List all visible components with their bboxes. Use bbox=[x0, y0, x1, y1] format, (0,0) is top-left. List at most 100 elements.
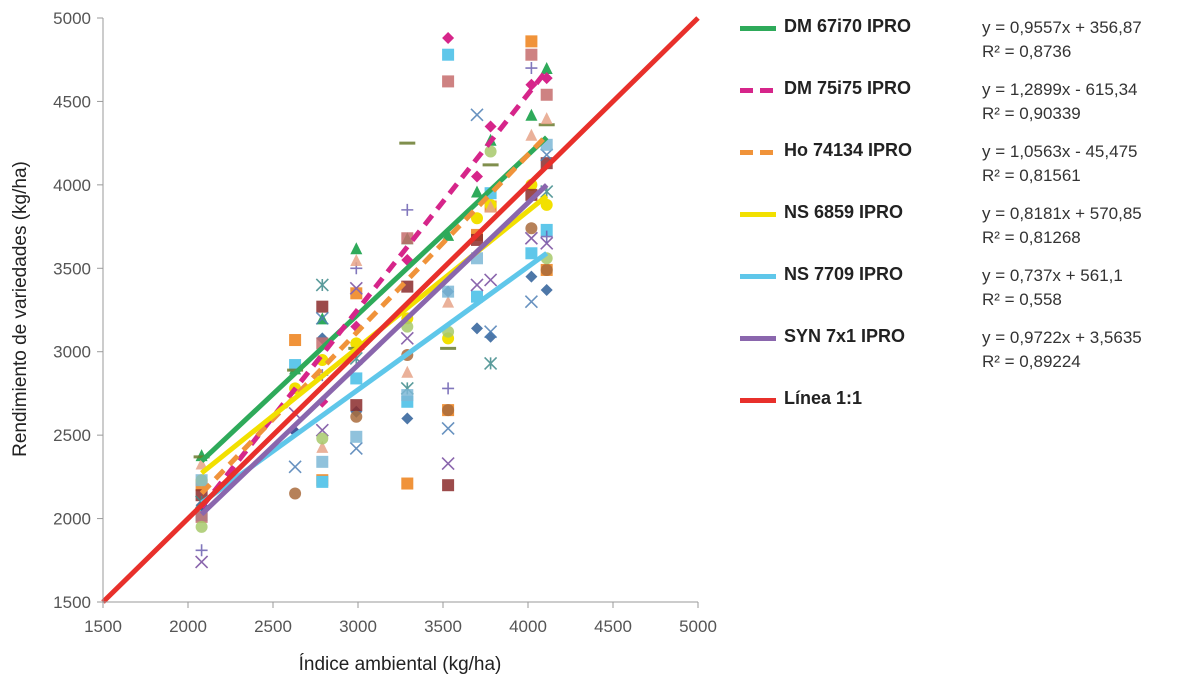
data-point bbox=[540, 263, 553, 276]
r-squared: R² = 0,81268 bbox=[982, 228, 1081, 247]
regression-equation: y = 0,8181x + 570,85 bbox=[982, 204, 1142, 223]
legend-series-name: DM 75i75 IPRO bbox=[784, 78, 912, 98]
legend-item: Línea 1:1 bbox=[740, 386, 1170, 448]
data-point bbox=[525, 35, 538, 48]
data-point bbox=[442, 48, 455, 61]
r-squared: R² = 0,558 bbox=[982, 290, 1062, 309]
y-tick-label: 3000 bbox=[53, 343, 91, 362]
y-tick-label: 2500 bbox=[53, 426, 91, 445]
data-point bbox=[484, 325, 498, 339]
data-point bbox=[442, 285, 455, 298]
legend-equation: y = 0,9557x + 356,87 R² = 0,8736 bbox=[982, 16, 1142, 64]
legend-equation: y = 1,2899x - 615,34 R² = 0,90339 bbox=[982, 78, 1137, 126]
r-squared: R² = 0,8736 bbox=[982, 42, 1072, 61]
data-point bbox=[289, 334, 302, 347]
data-point bbox=[525, 48, 538, 61]
legend-dash bbox=[740, 150, 753, 155]
x-tick-label: 5000 bbox=[679, 617, 717, 636]
data-point bbox=[315, 311, 329, 325]
y-axis-title: Rendimiento de variedades (kg/ha) bbox=[10, 161, 31, 457]
data-point bbox=[195, 474, 208, 487]
y-tick-label: 2000 bbox=[53, 510, 91, 529]
data-point bbox=[316, 455, 329, 468]
scatter-chart: 1500 2000 2500 3000 3500 4000 4500 5000 1500 2000… bbox=[10, 9, 717, 675]
data-point bbox=[288, 460, 302, 474]
data-point bbox=[484, 200, 497, 213]
data-point bbox=[525, 108, 538, 121]
data-point bbox=[401, 412, 414, 425]
data-point bbox=[471, 322, 483, 335]
data-point bbox=[442, 404, 455, 417]
chart-legend: DM 67i70 IPRO y = 0,9557x + 356,87 R² = 0,… bbox=[740, 14, 1170, 448]
data-point bbox=[349, 441, 363, 456]
data-point bbox=[442, 382, 455, 395]
data-point bbox=[401, 232, 414, 245]
data-point bbox=[540, 236, 554, 250]
data-point bbox=[525, 78, 538, 91]
x-tick-label: 2000 bbox=[169, 617, 207, 636]
legend-item: DM 67i70 IPRO y = 0,9557x + 356,87 R² = 0,… bbox=[740, 14, 1170, 76]
legend-dash bbox=[760, 88, 773, 93]
trend-line bbox=[199, 183, 549, 517]
legend-item: NS 7709 IPRO y = 0,737x + 561,1 R² = 0,558 bbox=[740, 262, 1170, 324]
data-point bbox=[315, 278, 329, 292]
data-point bbox=[442, 295, 455, 308]
legend-equation: y = 0,8181x + 570,85 R² = 0,81268 bbox=[982, 202, 1142, 250]
data-point bbox=[349, 281, 363, 295]
data-point bbox=[195, 520, 208, 533]
data-point bbox=[350, 253, 363, 266]
legend-dash bbox=[760, 150, 773, 155]
legend-equation: y = 0,9722x + 3,5635 R² = 0,89224 bbox=[982, 326, 1142, 374]
x-tick-label: 1500 bbox=[84, 617, 122, 636]
legend-series-name: Línea 1:1 bbox=[784, 388, 863, 408]
data-point bbox=[350, 372, 363, 385]
regression-equation: y = 1,0563x - 45,475 bbox=[982, 142, 1138, 161]
legend-equation: y = 0,737x + 561,1 R² = 0,558 bbox=[982, 264, 1123, 312]
data-point bbox=[442, 32, 455, 45]
data-point bbox=[442, 75, 455, 88]
data-point bbox=[484, 356, 498, 370]
data-point bbox=[540, 283, 553, 296]
x-tick-label: 4000 bbox=[509, 617, 547, 636]
data-point bbox=[316, 475, 329, 488]
x-axis-title: Índice ambiental (kg/ha) bbox=[299, 654, 502, 675]
data-point bbox=[484, 273, 498, 287]
legend-item: NS 6859 IPRO y = 0,8181x + 570,85 R² = 0,8… bbox=[740, 200, 1170, 262]
legend-swatch bbox=[740, 398, 776, 403]
data-point bbox=[525, 270, 538, 283]
regression-equation: y = 0,9557x + 356,87 bbox=[982, 18, 1142, 37]
data-point bbox=[484, 145, 497, 158]
r-squared: R² = 0,89224 bbox=[982, 352, 1081, 371]
data-point bbox=[316, 440, 329, 453]
data-point bbox=[525, 222, 538, 235]
data-point bbox=[540, 148, 554, 162]
data-point bbox=[289, 487, 302, 500]
y-tick-label: 4500 bbox=[53, 92, 91, 111]
legend-item: Ho 74134 IPRO y = 1,0563x - 45,475 R² = 0,… bbox=[740, 138, 1170, 200]
data-point bbox=[525, 62, 538, 75]
legend-item: DM 75i75 IPRO y = 1,2899x - 615,34 R² = 0,… bbox=[740, 76, 1170, 138]
data-point bbox=[524, 231, 538, 245]
data-point bbox=[540, 230, 553, 243]
legend-swatch bbox=[740, 336, 776, 341]
data-point bbox=[540, 62, 553, 75]
r-squared: R² = 0,90339 bbox=[982, 104, 1081, 123]
data-point bbox=[401, 389, 414, 402]
legend-series-name: NS 7709 IPRO bbox=[784, 264, 904, 284]
data-point bbox=[401, 203, 414, 216]
data-point bbox=[540, 223, 553, 236]
data-point bbox=[524, 295, 538, 309]
regression-equation: y = 0,9722x + 3,5635 bbox=[982, 328, 1142, 347]
legend-swatch bbox=[740, 88, 776, 93]
y-tick-label: 5000 bbox=[53, 9, 91, 28]
trend-line bbox=[199, 135, 549, 463]
legend-dash bbox=[740, 88, 753, 93]
data-point bbox=[401, 477, 414, 490]
data-point bbox=[540, 88, 553, 101]
legend-series-name: DM 67i70 IPRO bbox=[784, 16, 912, 36]
data-point bbox=[350, 410, 363, 423]
regression-equation: y = 1,2899x - 615,34 bbox=[982, 80, 1138, 99]
data-point bbox=[525, 128, 538, 141]
data-point bbox=[471, 170, 483, 183]
data-point bbox=[442, 479, 455, 492]
